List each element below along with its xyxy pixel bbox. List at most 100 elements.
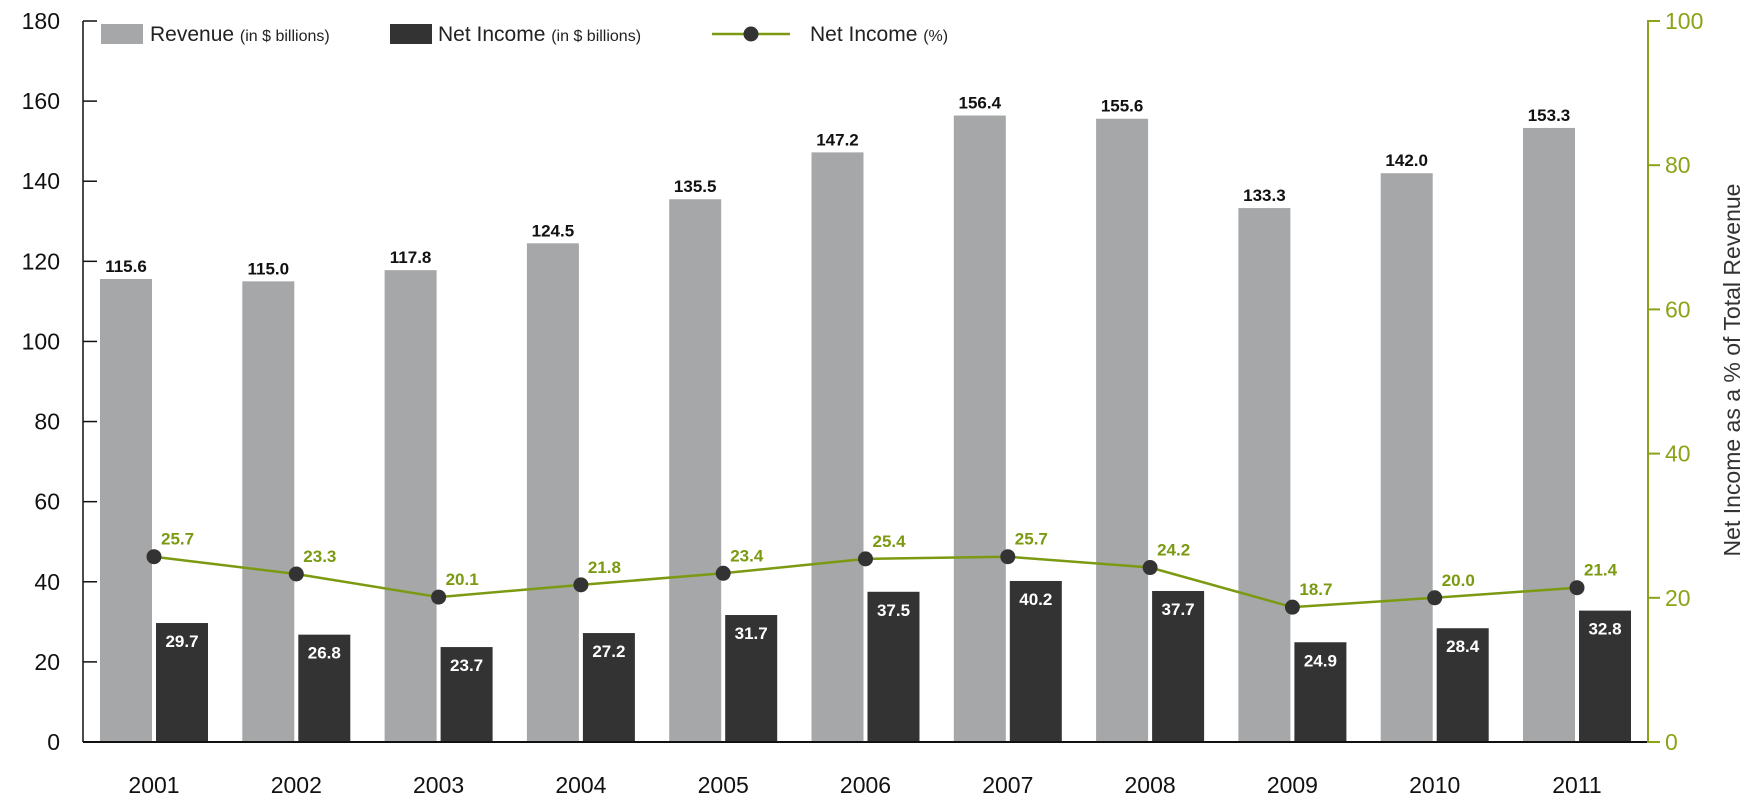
x-tick-label: 2002: [271, 772, 322, 798]
revenue-bar: [1096, 118, 1149, 743]
x-tick-label: 2005: [698, 772, 749, 798]
net-income-percent-point: [715, 565, 731, 581]
right-tick-label: 20: [1665, 585, 1691, 611]
revenue-value-label: 117.8: [390, 248, 432, 267]
net-income-value-label: 26.8: [308, 644, 341, 663]
net-income-percent-label: 23.4: [730, 546, 764, 565]
revenue-bar: [1238, 208, 1291, 742]
net-income-percent-point: [288, 566, 304, 582]
revenue-value-label: 133.3: [1243, 186, 1286, 205]
net-income-bar: [582, 633, 635, 742]
x-tick-label: 2010: [1409, 772, 1460, 798]
right-tick-label: 60: [1665, 296, 1691, 322]
net-income-bar: [867, 591, 920, 742]
legend-revenue-text: Revenue (in $ billions): [150, 23, 330, 46]
line-layer: [146, 549, 1585, 615]
revenue-bar: [669, 199, 722, 743]
bars-layer: [100, 115, 1631, 743]
labels-layer: 115.629.72001115.026.82002117.823.720031…: [22, 8, 1704, 798]
revenue-value-label: 156.4: [959, 94, 1002, 113]
net-income-percent-point: [146, 549, 162, 565]
revenue-bar: [811, 152, 864, 743]
net-income-percent-point: [431, 589, 447, 605]
net-income-value-label: 29.7: [165, 632, 198, 651]
revenue-value-label: 142.0: [1385, 151, 1428, 170]
revenue-bar: [526, 243, 579, 742]
net-income-bar: [1579, 610, 1631, 742]
net-income-bar: [156, 623, 208, 742]
revenue-bar: [1380, 173, 1433, 742]
net-income-value-label: 31.7: [735, 624, 768, 643]
revenue-value-label: 124.5: [532, 221, 575, 240]
revenue-value-label: 153.3: [1528, 106, 1571, 125]
right-tick-label: 40: [1665, 441, 1691, 467]
left-tick-label: 100: [22, 328, 60, 354]
net-income-bar: [1009, 580, 1062, 742]
net-income-percent-point: [1284, 599, 1300, 615]
net-income-value-label: 32.8: [1588, 620, 1621, 639]
net-income-bar: [1294, 642, 1347, 742]
revenue-bar: [100, 278, 152, 742]
net-income-value-label: 23.7: [450, 656, 483, 675]
net-income-percent-label: 25.4: [873, 532, 907, 551]
net-income-value-label: 40.2: [1019, 590, 1052, 609]
net-income-percent-label: 25.7: [1015, 530, 1048, 549]
net-income-percent-label: 20.0: [1442, 571, 1475, 590]
net-income-value-label: 24.9: [1304, 651, 1337, 670]
left-tick-label: 60: [34, 489, 60, 515]
net-income-percent-label: 18.7: [1299, 580, 1332, 599]
x-tick-label: 2007: [982, 772, 1033, 798]
right-tick-label: 0: [1665, 729, 1678, 755]
net-income-bar: [298, 634, 351, 742]
legend-net-income-swatch: [390, 24, 432, 44]
net-income-percent-point: [1000, 549, 1016, 565]
right-axis-title: Net Income as a % of Total Revenue: [1719, 184, 1745, 557]
net-income-bar: [725, 615, 778, 742]
legend-revenue-swatch: [101, 24, 143, 44]
x-tick-label: 2008: [1125, 772, 1176, 798]
legend-percent-marker: [743, 26, 759, 42]
net-income-percent-label: 25.7: [161, 530, 194, 549]
revenue-value-label: 115.6: [105, 257, 147, 276]
net-income-bar: [1436, 628, 1489, 742]
net-income-percent-point: [858, 551, 873, 567]
left-tick-label: 140: [22, 168, 60, 194]
legend-net-income-text: Net Income (in $ billions): [438, 23, 641, 46]
x-tick-label: 2001: [128, 772, 179, 798]
revenue-value-label: 147.2: [816, 130, 859, 149]
net-income-value-label: 37.7: [1162, 600, 1195, 619]
net-income-percent-label: 21.4: [1584, 561, 1618, 580]
left-tick-label: 0: [47, 729, 60, 755]
right-tick-label: 80: [1665, 152, 1691, 178]
net-income-value-label: 37.5: [877, 601, 910, 620]
net-income-bar: [1152, 590, 1205, 742]
revenue-bar: [1523, 127, 1575, 742]
net-income-percent-label: 23.3: [303, 547, 336, 566]
net-income-percent-label: 20.1: [446, 570, 479, 589]
revenue-bar: [953, 115, 1006, 742]
left-tick-label: 80: [34, 409, 60, 435]
revenue-bar: [242, 281, 295, 742]
left-tick-label: 20: [34, 649, 60, 675]
left-tick-label: 120: [22, 248, 60, 274]
net-income-percent-point: [1569, 580, 1585, 596]
revenue-value-label: 135.5: [674, 177, 717, 196]
right-tick-label: 100: [1665, 8, 1703, 34]
net-income-percent-label: 24.2: [1157, 541, 1190, 560]
net-income-percent-label: 21.8: [588, 558, 621, 577]
legend: Revenue (in $ billions) Net Income (in $ …: [101, 23, 948, 46]
legend-percent-text: Net Income (%): [810, 23, 948, 46]
left-tick-label: 180: [22, 8, 60, 34]
revenue-value-label: 155.6: [1101, 97, 1144, 116]
net-income-percent-point: [1142, 560, 1158, 576]
net-income-percent-point: [1427, 590, 1443, 606]
axes-layer: [82, 20, 1660, 743]
x-tick-label: 2003: [413, 772, 464, 798]
x-tick-label: 2004: [555, 772, 606, 798]
left-tick-label: 160: [22, 88, 60, 114]
revenue-value-label: 115.0: [247, 259, 289, 278]
net-income-value-label: 28.4: [1446, 637, 1480, 656]
x-tick-label: 2009: [1267, 772, 1318, 798]
x-tick-label: 2011: [1552, 772, 1601, 798]
